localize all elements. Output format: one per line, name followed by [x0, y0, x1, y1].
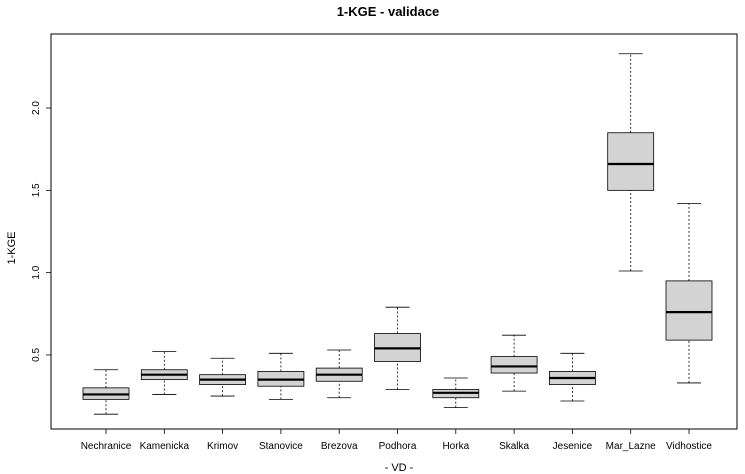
box-stanovice — [257, 352, 305, 400]
x-axis-label: - VD - — [385, 462, 414, 474]
box-brezova — [315, 349, 363, 399]
x-tick-label: Skalka — [499, 441, 529, 452]
box-nechranice — [82, 369, 130, 415]
x-axis: Nechranice Kamenicka Krimov Stanovice Brezov… — [81, 429, 712, 452]
y-tick-label: 1.0 — [31, 265, 42, 279]
x-tick-label: Nechranice — [81, 441, 132, 452]
y-tick-label: 0.5 — [31, 348, 42, 362]
box-mar-lazne — [607, 53, 655, 272]
iqr-box — [490, 356, 538, 374]
chart-title: 1-KGE - validace — [337, 4, 440, 19]
boxes-group — [82, 53, 713, 415]
y-axis-label: 1-KGE — [6, 231, 18, 264]
box-horka — [432, 377, 480, 409]
iqr-box — [665, 280, 713, 341]
x-tick-label: Horka — [442, 441, 469, 452]
x-tick-label: Jesenice — [553, 441, 593, 452]
box-podhora — [374, 306, 421, 390]
y-tick-label: 1.5 — [31, 183, 42, 197]
plot-frame — [50, 33, 738, 430]
y-tick-label: 2.0 — [31, 101, 42, 115]
x-tick-label: Krimov — [207, 441, 238, 452]
box-vidhostice — [665, 203, 713, 384]
x-tick-label: Stanovice — [259, 441, 303, 452]
y-axis: 0.5 1.0 1.5 2.0 — [31, 101, 51, 362]
box-jesenice — [549, 352, 596, 402]
x-tick-label: Podhora — [379, 441, 417, 452]
x-tick-label: Mar_Lazne — [606, 441, 656, 452]
iqr-box — [607, 132, 655, 191]
box-krimov — [199, 357, 247, 397]
x-tick-label: Brezova — [321, 441, 358, 452]
x-tick-label: Vidhostice — [666, 441, 712, 452]
x-tick-label: Kamenicka — [140, 441, 190, 452]
box-skalka — [490, 334, 538, 392]
box-kamenicka — [140, 351, 188, 395]
